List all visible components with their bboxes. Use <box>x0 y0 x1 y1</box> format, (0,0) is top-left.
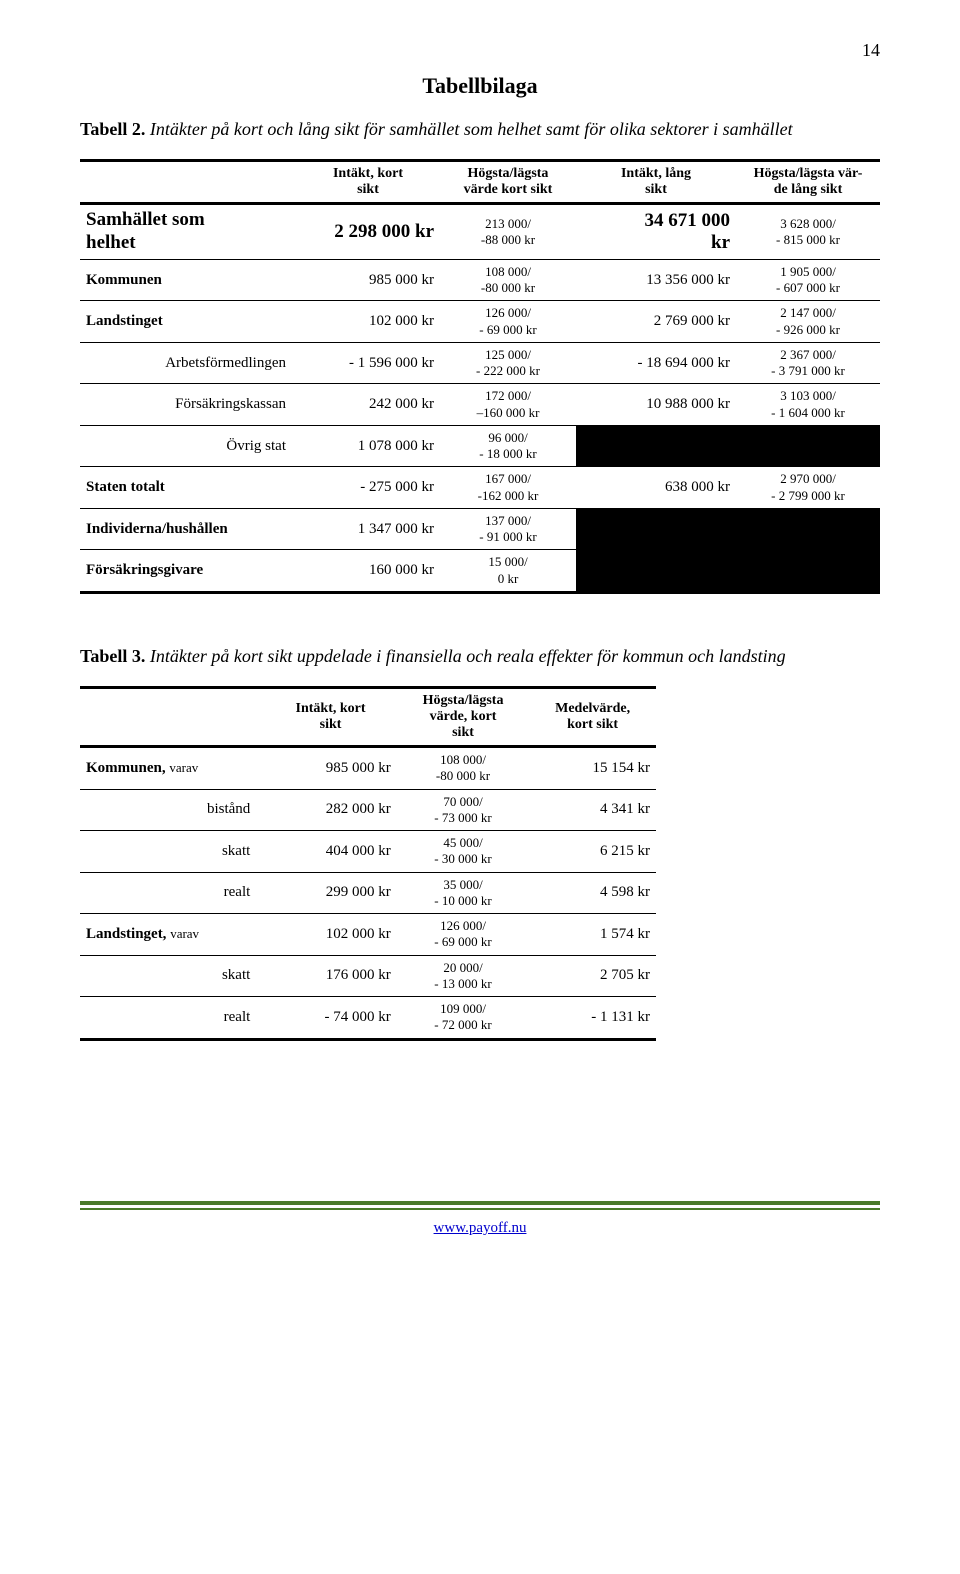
table-row-label: skatt <box>80 831 264 873</box>
table-cell: 404 000 kr <box>264 831 396 873</box>
table-cell: - 1 596 000 kr <box>296 342 440 384</box>
table1-header: Högsta/lägsta vär-de lång sikt <box>736 161 880 204</box>
table-cell: 13 356 000 kr <box>576 259 736 301</box>
table-cell: 160 000 kr <box>296 550 440 593</box>
table-cell: - 18 694 000 kr <box>576 342 736 384</box>
table-row-label: Individerna/hushållen <box>80 508 296 550</box>
table-cell: 96 000/- 18 000 kr <box>440 425 576 467</box>
table-cell: 102 000 kr <box>296 301 440 343</box>
table-row-label: Kommunen, varav <box>80 747 264 790</box>
caption1-lead: Tabell 2. <box>80 119 145 139</box>
table-row-label: Kommunen <box>80 259 296 301</box>
table-row-label: Landstinget, varav <box>80 914 264 956</box>
table1-header: Intäkt, långsikt <box>576 161 736 204</box>
table-cell: 985 000 kr <box>264 747 396 790</box>
table1-caption: Tabell 2. Intäkter på kort och lång sikt… <box>80 117 880 141</box>
table-cell <box>736 550 880 593</box>
table-cell: 1 905 000/- 607 000 kr <box>736 259 880 301</box>
table-cell: 20 000/- 13 000 kr <box>397 955 529 997</box>
table-cell: 3 103 000/- 1 604 000 kr <box>736 384 880 426</box>
table-cell: 34 671 000kr <box>576 204 736 260</box>
table-cell <box>736 425 880 467</box>
table-cell <box>736 508 880 550</box>
table2-caption: Tabell 3. Intäkter på kort sikt uppdelad… <box>80 644 880 668</box>
table-cell: 125 000/- 222 000 kr <box>440 342 576 384</box>
table-cell: 1 574 kr <box>529 914 656 956</box>
table-2: Intäkt, kortsiktHögsta/lägstavärde, kort… <box>80 686 656 1041</box>
table-row-label: realt <box>80 997 264 1040</box>
caption1-rest: Intäkter på kort och lång sikt för samhä… <box>145 119 792 139</box>
table-row-label: bistånd <box>80 789 264 831</box>
table-cell: 4 598 kr <box>529 872 656 914</box>
table-row-label: Staten totalt <box>80 467 296 509</box>
table-row-label: Försäkringsgivare <box>80 550 296 593</box>
table-cell: 10 988 000 kr <box>576 384 736 426</box>
table-cell: 109 000/- 72 000 kr <box>397 997 529 1040</box>
table-cell: 102 000 kr <box>264 914 396 956</box>
table-row-label: skatt <box>80 955 264 997</box>
table-row-label: Försäkringskassan <box>80 384 296 426</box>
table-cell: 2 769 000 kr <box>576 301 736 343</box>
table-cell: 6 215 kr <box>529 831 656 873</box>
table-cell: 638 000 kr <box>576 467 736 509</box>
table-row-label: Landstinget <box>80 301 296 343</box>
table-cell: 1 078 000 kr <box>296 425 440 467</box>
table2-header: Intäkt, kortsikt <box>264 688 396 747</box>
footer-divider <box>80 1201 880 1210</box>
table-row-label: realt <box>80 872 264 914</box>
table-cell: - 1 131 kr <box>529 997 656 1040</box>
table1-header: Intäkt, kortsikt <box>296 161 440 204</box>
caption2-rest: Intäkter på kort sikt uppdelade i finans… <box>145 646 785 666</box>
table-cell: 126 000/- 69 000 kr <box>440 301 576 343</box>
caption2-lead: Tabell 3. <box>80 646 145 666</box>
table-cell: 45 000/- 30 000 kr <box>397 831 529 873</box>
table-cell: 213 000/-88 000 kr <box>440 204 576 260</box>
table2-header <box>80 688 264 747</box>
table-cell: 985 000 kr <box>296 259 440 301</box>
table-cell: 2 298 000 kr <box>296 204 440 260</box>
table-cell: - 74 000 kr <box>264 997 396 1040</box>
table-cell <box>576 550 736 593</box>
page-footer: www.payoff.nu <box>80 1201 880 1237</box>
table-cell: 108 000/-80 000 kr <box>440 259 576 301</box>
table-row-label: Samhället somhelhet <box>80 204 296 260</box>
table1-header: Högsta/lägstavärde kort sikt <box>440 161 576 204</box>
table-cell: 282 000 kr <box>264 789 396 831</box>
table-cell <box>576 508 736 550</box>
table-cell: 137 000/- 91 000 kr <box>440 508 576 550</box>
page-title: Tabellbilaga <box>80 73 880 99</box>
table2-header: Högsta/lägstavärde, kortsikt <box>397 688 529 747</box>
table1-header <box>80 161 296 204</box>
table-cell: 15 000/0 kr <box>440 550 576 593</box>
table-cell: 167 000/-162 000 kr <box>440 467 576 509</box>
table-cell: 15 154 kr <box>529 747 656 790</box>
table-cell: 242 000 kr <box>296 384 440 426</box>
table-cell: 4 341 kr <box>529 789 656 831</box>
table-cell: - 275 000 kr <box>296 467 440 509</box>
table-cell: 108 000/-80 000 kr <box>397 747 529 790</box>
table-cell: 3 628 000/- 815 000 kr <box>736 204 880 260</box>
table-cell: 176 000 kr <box>264 955 396 997</box>
table2-header: Medelvärde,kort sikt <box>529 688 656 747</box>
footer-link[interactable]: www.payoff.nu <box>434 1220 527 1236</box>
table-1: Intäkt, kortsiktHögsta/lägstavärde kort … <box>80 159 880 594</box>
table-cell: 299 000 kr <box>264 872 396 914</box>
table-cell: 172 000/–160 000 kr <box>440 384 576 426</box>
table-cell: 35 000/- 10 000 kr <box>397 872 529 914</box>
table-cell: 2 970 000/- 2 799 000 kr <box>736 467 880 509</box>
table-cell <box>576 425 736 467</box>
table-row-label: Övrig stat <box>80 425 296 467</box>
table-cell: 70 000/- 73 000 kr <box>397 789 529 831</box>
table-cell: 1 347 000 kr <box>296 508 440 550</box>
page-number: 14 <box>80 40 880 61</box>
table-cell: 2 705 kr <box>529 955 656 997</box>
table-row-label: Arbetsförmedlingen <box>80 342 296 384</box>
table-cell: 2 147 000/- 926 000 kr <box>736 301 880 343</box>
table-cell: 2 367 000/- 3 791 000 kr <box>736 342 880 384</box>
table-cell: 126 000/- 69 000 kr <box>397 914 529 956</box>
